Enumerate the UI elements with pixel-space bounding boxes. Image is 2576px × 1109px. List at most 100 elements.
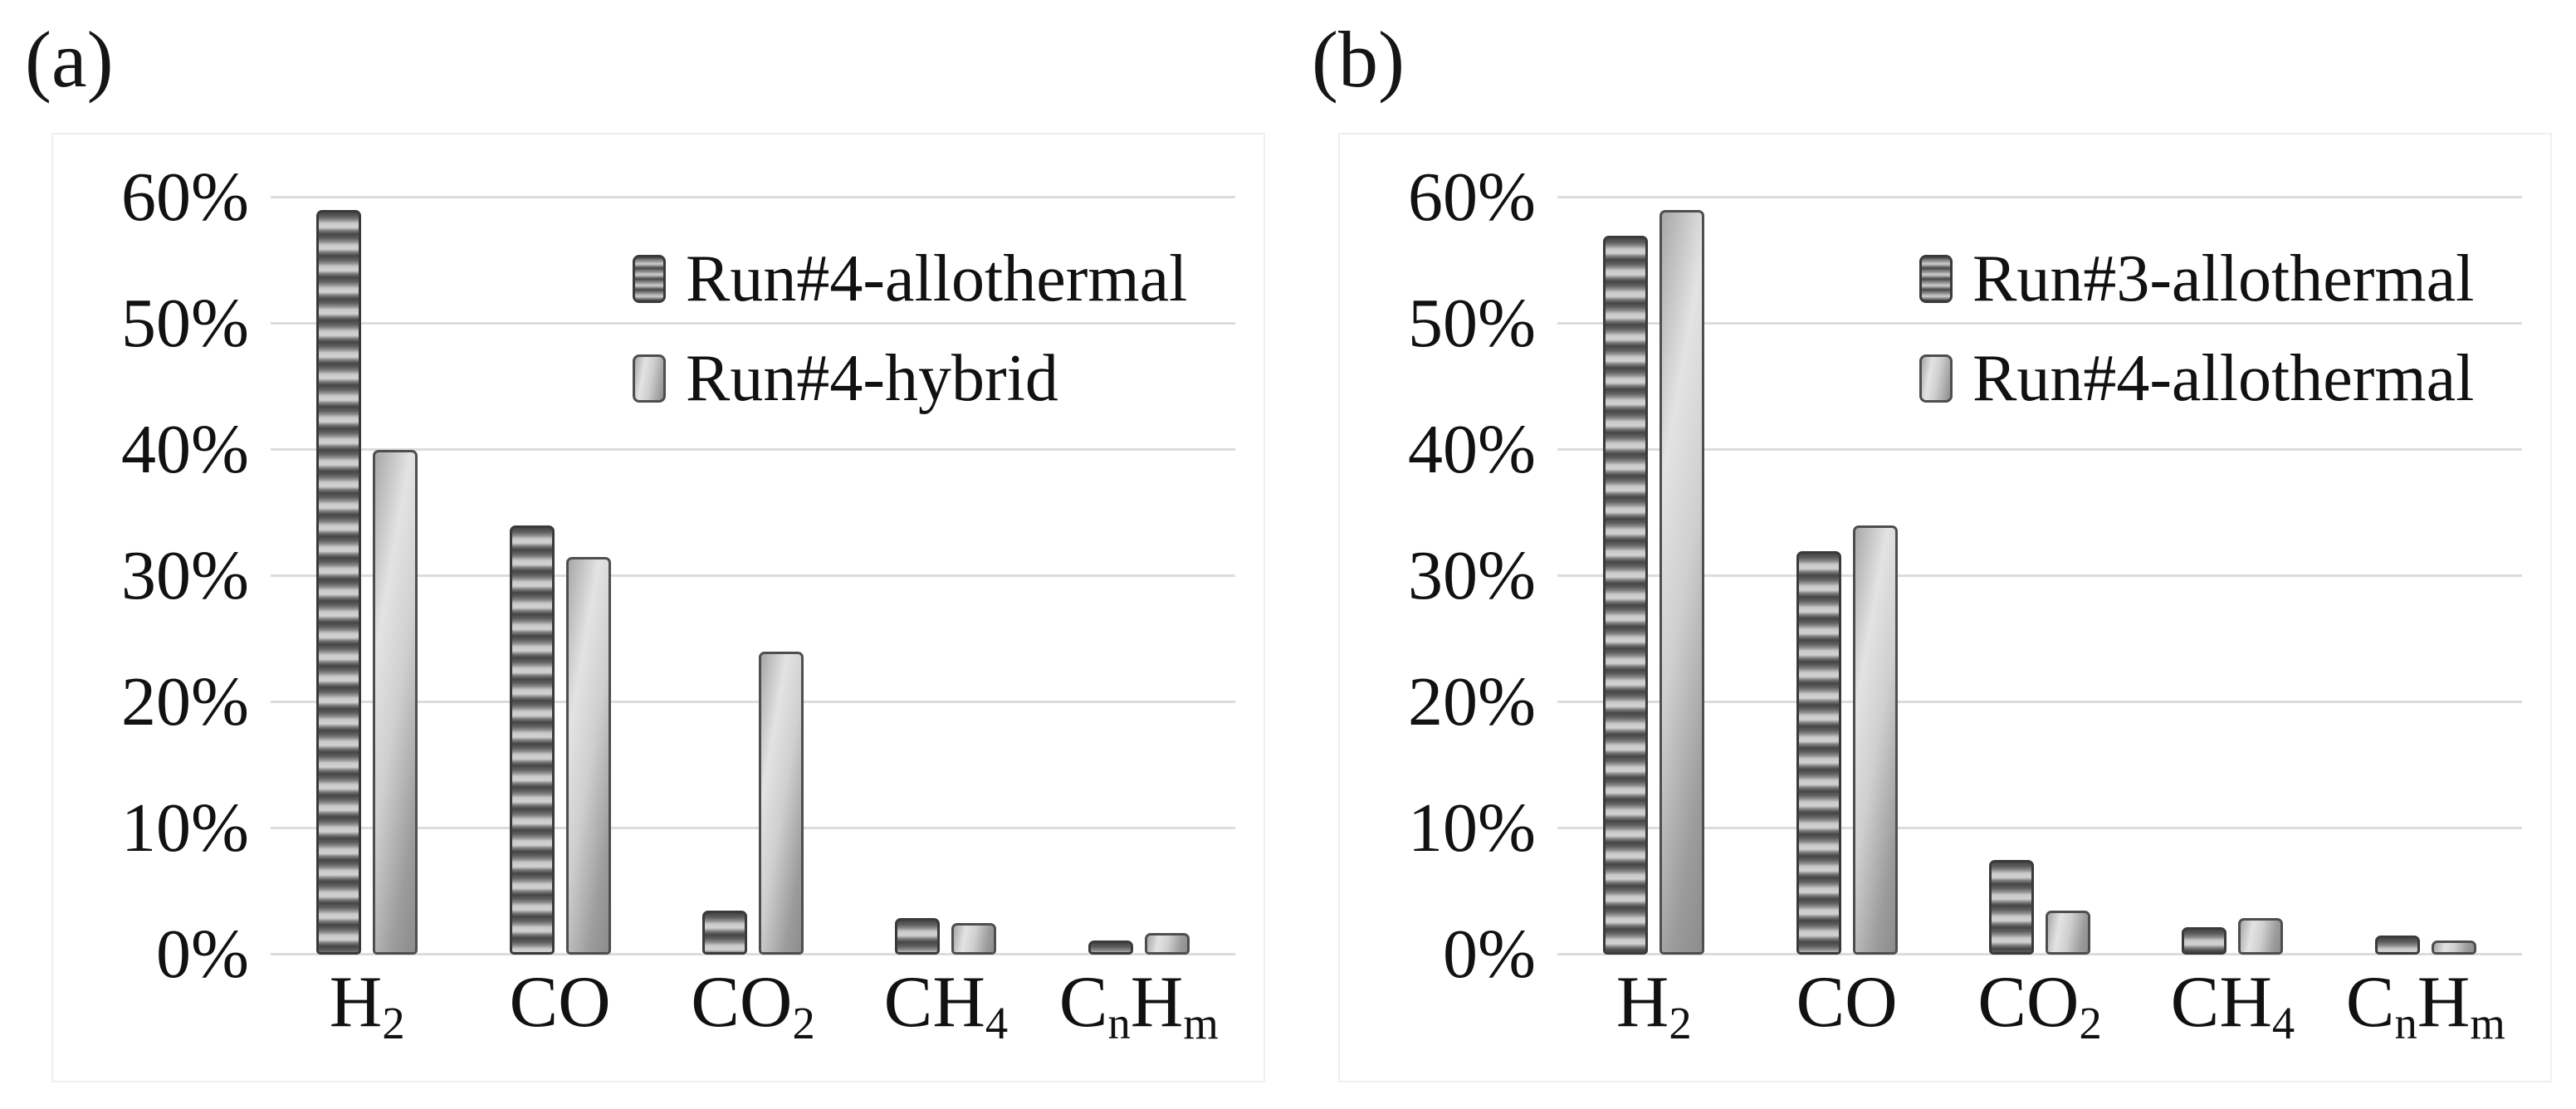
legend: Run#3-allothermal Run#4-allothermal	[1919, 241, 2474, 440]
x-axis-label-text: H	[1130, 962, 1184, 1043]
gridline-60%	[1557, 196, 2522, 198]
x-axis-label-text: H	[329, 962, 383, 1043]
x-axis-label-text: CO	[691, 962, 793, 1043]
bar-Run#4-allothermal-H2	[1659, 210, 1705, 955]
y-axis-tick-label: 40%	[121, 411, 249, 488]
bar-Run#3-allothermal-CH4	[2182, 926, 2227, 955]
legend: Run#4-allothermal Run#4-hybrid	[633, 241, 1187, 440]
y-axis-tick-label: 40%	[1408, 411, 1536, 488]
x-axis-label-text: CH	[883, 962, 985, 1043]
bar-Run#4-allothermal-CO	[1852, 525, 1898, 955]
gridline-0%	[271, 953, 1235, 955]
x-axis-label-CH4: CH4	[884, 966, 1009, 1047]
x-axis-label-CO: CO	[1796, 966, 1897, 1039]
y-axis-tick-label: 50%	[121, 285, 249, 362]
y-axis-tick-label: 20%	[121, 663, 249, 740]
bar-Run#4-allothermal-H2	[316, 210, 362, 955]
legend-entry-Run#4-hybrid: Run#4-hybrid	[633, 340, 1187, 417]
gridline-30%	[271, 574, 1235, 577]
legend-label: Run#4-allothermal	[686, 242, 1188, 315]
legend-swatch-icon	[1919, 354, 1953, 403]
gridline-10%	[1557, 827, 2522, 829]
legend-label: Run#4-hybrid	[686, 342, 1058, 415]
x-axis-label-text: CH	[2170, 962, 2272, 1043]
y-axis-tick-label: 60%	[121, 159, 249, 236]
bar-Run#4-allothermal-CO2	[702, 910, 747, 955]
plot-area: 0% 10% 20% 30% 40% 50% 60% H2 CO CO2 CH4 CnHm	[121, 134, 1235, 1046]
chart-b: 0% 10% 20% 30% 40% 50% 60% H2 CO CO2 CH4 CnHm Run#3…	[1338, 133, 2552, 1082]
x-axis-label-subscript: 2	[792, 998, 815, 1049]
panel-b-label: (b)	[1312, 15, 1405, 104]
bar-Run#4-allothermal-CH4	[895, 917, 941, 955]
legend-entry-Run#4-allothermal: Run#4-allothermal	[633, 241, 1187, 317]
bar-Run#4-hybrid-H2	[373, 450, 418, 955]
y-axis-tick-label: 20%	[1408, 663, 1536, 740]
gridline-30%	[1557, 574, 2522, 577]
legend-swatch-icon	[1919, 255, 1953, 303]
x-axis-label-CnHm: CnHm	[2346, 966, 2505, 1047]
plot-area: 0% 10% 20% 30% 40% 50% 60% H2 CO CO2 CH4 CnHm	[1408, 134, 2522, 1046]
legend-swatch-icon	[633, 255, 666, 303]
x-axis-label-text: CO	[509, 962, 611, 1043]
x-axis-label-H2: H2	[1616, 966, 1692, 1047]
x-axis-label-CO: CO	[509, 966, 610, 1039]
y-axis-tick-label: 50%	[1408, 285, 1536, 362]
bar-Run#4-hybrid-CH4	[951, 923, 997, 955]
x-axis-label-text: C	[2345, 962, 2395, 1043]
legend-label: Run#3-allothermal	[1972, 242, 2475, 315]
legend-swatch-icon	[633, 354, 666, 403]
bar-Run#3-allothermal-CO	[1796, 550, 1841, 955]
gridline-60%	[271, 196, 1235, 198]
legend-entry-Run#3-allothermal: Run#3-allothermal	[1919, 241, 2474, 317]
gridline-50%	[1557, 322, 2522, 325]
bar-Run#4-hybrid-CO2	[759, 652, 804, 955]
gridline-20%	[271, 701, 1235, 703]
y-axis-tick-label: 0%	[1443, 916, 1536, 993]
x-axis-label-subscript: 4	[985, 998, 1009, 1049]
x-axis-label-text: H	[1615, 962, 1669, 1043]
y-axis-tick-label: 30%	[1408, 537, 1536, 614]
panel-a: (a) 0% 10% 20% 30% 40% 50% 60% H2 CO CO2 CH4 CnHm R…	[25, 15, 1265, 1082]
gridline-10%	[271, 827, 1235, 829]
legend-entry-Run#4-allothermal: Run#4-allothermal	[1919, 340, 2474, 417]
x-axis-label-subscript: 2	[1669, 998, 1692, 1049]
y-axis-tick-label: 10%	[1408, 789, 1536, 867]
bar-Run#3-allothermal-H2	[1603, 235, 1649, 955]
y-axis-tick-label: 60%	[1408, 159, 1536, 236]
y-axis-tick-label: 10%	[121, 789, 249, 867]
x-axis-label-subscript: n	[1107, 998, 1131, 1049]
x-axis-label-CO2: CO2	[691, 966, 815, 1047]
bar-Run#4-allothermal-CH4	[2238, 917, 2284, 955]
panel-b: (b) 0% 10% 20% 30% 40% 50% 60% H2 CO CO2 CH4 CnHm R…	[1287, 0, 2576, 1109]
bar-Run#3-allothermal-CO2	[1989, 860, 2034, 955]
x-axis-label-subscript: 2	[2079, 998, 2102, 1049]
y-axis-tick-label: 0%	[156, 916, 249, 993]
gridline-0%	[1557, 953, 2522, 955]
x-axis-label-subscript: n	[2394, 998, 2417, 1049]
gridline-40%	[271, 448, 1235, 451]
gridline-40%	[1557, 448, 2522, 451]
bar-Run#4-hybrid-CO	[565, 557, 611, 955]
x-axis-label-subscript: m	[2470, 998, 2505, 1049]
legend-label: Run#4-allothermal	[1972, 342, 2475, 415]
bar-Run#4-allothermal-CO	[509, 525, 555, 955]
x-axis-label-H2: H2	[330, 966, 405, 1047]
x-axis-label-text: H	[2417, 962, 2471, 1043]
bar-Run#4-allothermal-CO2	[2046, 910, 2090, 955]
panel-a-label: (a)	[25, 15, 114, 104]
x-axis-label-text: C	[1058, 962, 1108, 1043]
bar-Run#3-allothermal-CnHm	[2374, 936, 2420, 955]
x-axis-label-CnHm: CnHm	[1059, 966, 1219, 1047]
gridline-20%	[1557, 701, 2522, 703]
x-axis-label-text: CO	[1977, 962, 2080, 1043]
chart-a: 0% 10% 20% 30% 40% 50% 60% H2 CO CO2 CH4 CnHm Run#4…	[51, 133, 1265, 1082]
y-axis-tick-label: 30%	[121, 537, 249, 614]
x-axis-label-CO2: CO2	[1977, 966, 2102, 1047]
x-axis-label-text: CO	[1796, 962, 1898, 1043]
gridline-50%	[271, 322, 1235, 325]
x-axis-label-subscript: 2	[382, 998, 405, 1049]
bar-Run#4-hybrid-CnHm	[1144, 933, 1190, 955]
bar-Run#4-allothermal-CnHm	[1088, 940, 1133, 955]
bar-Run#4-allothermal-CnHm	[2431, 940, 2476, 955]
x-axis-label-subscript: m	[1183, 998, 1219, 1049]
